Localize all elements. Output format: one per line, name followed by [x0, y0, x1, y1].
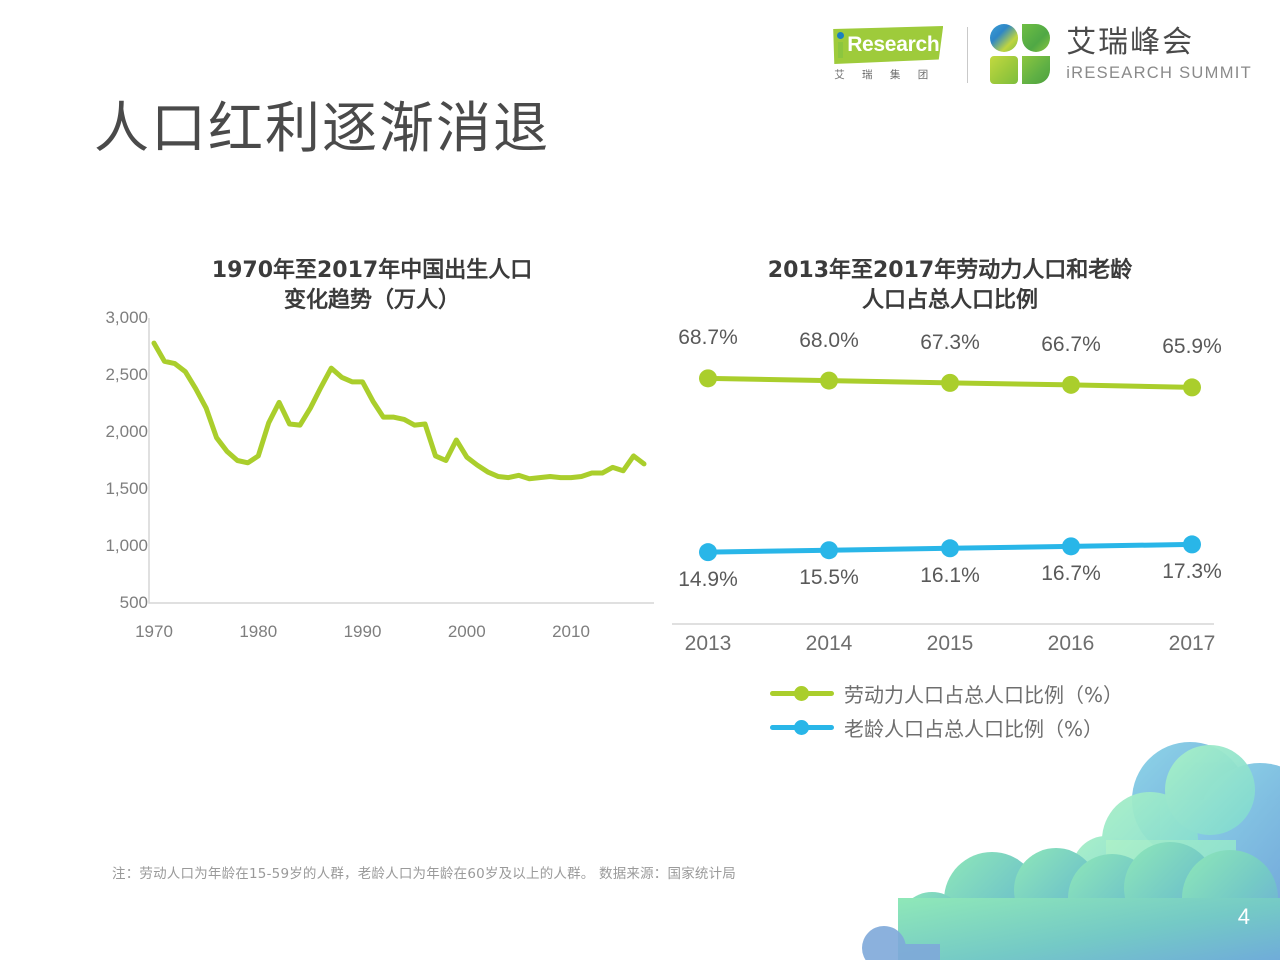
data-point-marker — [941, 539, 959, 558]
chart-birth-population: 1970年至2017年中国出生人口 变化趋势（万人） 500 1,000 1,500… — [96, 256, 656, 666]
labor-share-value-label: 68.0% — [799, 328, 859, 352]
x-category-label: 2014 — [805, 632, 853, 655]
y-tick-label: 1,000 — [105, 536, 148, 555]
birth-population-line — [151, 340, 647, 482]
summit-logo-en: iRESEARCH SUMMIT — [1066, 63, 1252, 82]
x-category-label: 2017 — [1168, 632, 1216, 655]
x-category-label: 2013 — [684, 632, 732, 655]
data-point-marker — [699, 369, 717, 388]
chart-legend: 劳动力人口占总人口比例（%） 老龄人口占总人口比例（%） — [770, 676, 1123, 744]
data-point-marker — [941, 373, 959, 392]
chart-title-line1: 1970年至2017年中国出生人口 — [211, 258, 533, 283]
summit-tile-blue-icon — [990, 24, 1019, 52]
legend-item-aging[interactable]: 老龄人口占总人口比例（%） — [770, 710, 1123, 744]
labor-aging-lines-svg — [672, 369, 1214, 625]
y-tick-label: 2,500 — [105, 365, 148, 384]
x-tick-label: 1970 — [135, 622, 173, 641]
x-axis-category-labels: 2013 2014 2015 2016 2017 — [660, 628, 1240, 658]
cloud-bottom-sliver — [862, 926, 940, 960]
iresearch-logo-shape — [833, 26, 944, 64]
y-tick-label: 1,500 — [105, 479, 148, 498]
data-point-marker — [1183, 378, 1201, 397]
aging-share-value-label: 17.3% — [1162, 560, 1222, 584]
data-point-marker — [1183, 535, 1201, 554]
iresearch-logo: Research 艾 瑞 集 团 — [825, 24, 945, 86]
x-tick-label: 1990 — [343, 622, 382, 641]
x-category-label: 2016 — [1047, 632, 1095, 655]
data-point-marker — [1062, 537, 1080, 556]
footnote-note: 注：劳动人口为年龄在15-59岁的人群，老龄人口为年龄在60岁及以上的人群。 数… — [112, 866, 736, 882]
x-tick-label: 2000 — [447, 622, 486, 641]
iresearch-logo-i-stem-icon — [838, 42, 844, 58]
iresearch-logo-i-dot-icon — [837, 32, 845, 39]
legend-marker-green-icon — [770, 684, 834, 702]
page-number: 4 — [1237, 904, 1250, 929]
chart-title-line2: 人口占总人口比例 — [861, 287, 1038, 313]
legend-label-labor: 劳动力人口占总人口比例（%） — [844, 682, 1124, 707]
y-tick-label: 2,000 — [105, 422, 148, 441]
cloud-mid — [1072, 745, 1255, 960]
labor-share-value-label: 65.9% — [1162, 335, 1222, 359]
summit-mark-icon — [990, 24, 1052, 86]
header-logo-bar: Research 艾 瑞 集 团 艾瑞峰会 iRESEARCH SUMMIT — [825, 24, 1252, 86]
chart-labor-vs-aging: 2013年至2017年劳动力人口和老龄 人口占总人口比例 68.7% 68.0% 6… — [660, 256, 1240, 776]
x-tick-label: 2010 — [552, 622, 590, 641]
aging-share-value-label: 14.9% — [678, 568, 738, 592]
cloud-front — [898, 842, 1280, 960]
aging-share-value-label: 15.5% — [799, 566, 859, 590]
aging-share-value-label: 16.1% — [920, 564, 980, 588]
legend-label-aging: 老龄人口占总人口比例（%） — [844, 716, 1104, 741]
aging-share-value-label: 16.7% — [1041, 562, 1101, 586]
birth-population-line-svg — [148, 318, 654, 604]
chart-labor-vs-aging-title: 2013年至2017年劳动力人口和老龄 人口占总人口比例 — [690, 256, 1210, 315]
x-category-label: 2015 — [926, 632, 974, 655]
iresearch-logo-subtitle: 艾 瑞 集 团 — [834, 69, 936, 81]
data-point-marker — [1062, 375, 1080, 394]
summit-logo-cn: 艾瑞峰会 — [1066, 24, 1195, 60]
page-title: 人口红利逐渐消退 — [94, 96, 551, 160]
labor-share-value-label: 68.7% — [678, 326, 738, 350]
legend-item-labor[interactable]: 劳动力人口占总人口比例（%） — [770, 676, 1123, 710]
y-axis-tick-labels: 500 1,000 1,500 2,000 2,500 3,000 — [96, 308, 148, 612]
data-point-marker — [820, 371, 838, 390]
x-tick-label: 1980 — [239, 622, 278, 641]
summit-tile-green-icon — [1022, 24, 1051, 52]
header-divider — [967, 27, 969, 83]
labor-share-value-label: 67.3% — [920, 330, 980, 354]
y-tick-label: 3,000 — [105, 308, 148, 327]
data-point-marker — [820, 541, 838, 560]
chart-labor-vs-aging-plot: 68.7% 68.0% 67.3% 66.7% 65.9% 14.9% 15.5% 16.1%… — [660, 326, 1240, 628]
legend-marker-blue-icon — [770, 718, 834, 736]
chart-birth-population-title: 1970年至2017年中国出生人口 变化趋势（万人） — [142, 256, 602, 315]
summit-tile-lime-icon — [990, 56, 1019, 84]
axis-lines — [148, 318, 654, 604]
summit-logo-text: 艾瑞峰会 iRESEARCH SUMMIT — [1066, 24, 1252, 83]
chart-title-line2: 变化趋势（万人） — [283, 287, 460, 313]
x-axis-tick-labels: 1970 1980 1990 2000 2010 — [135, 618, 638, 648]
iresearch-logo-word: Research — [847, 33, 940, 56]
data-point-marker — [699, 543, 717, 562]
summit-tile-darkgreen-icon — [1022, 56, 1051, 84]
chart-birth-population-plot: 500 1,000 1,500 2,000 2,500 3,000 1970 1980 199… — [96, 308, 656, 641]
iresearch-summit-logo: 艾瑞峰会 iRESEARCH SUMMIT — [990, 24, 1252, 86]
labor-share-value-label: 66.7% — [1041, 332, 1101, 356]
chart-title-line1: 2013年至2017年劳动力人口和老龄 — [767, 258, 1133, 283]
y-tick-label: 500 — [119, 593, 148, 612]
